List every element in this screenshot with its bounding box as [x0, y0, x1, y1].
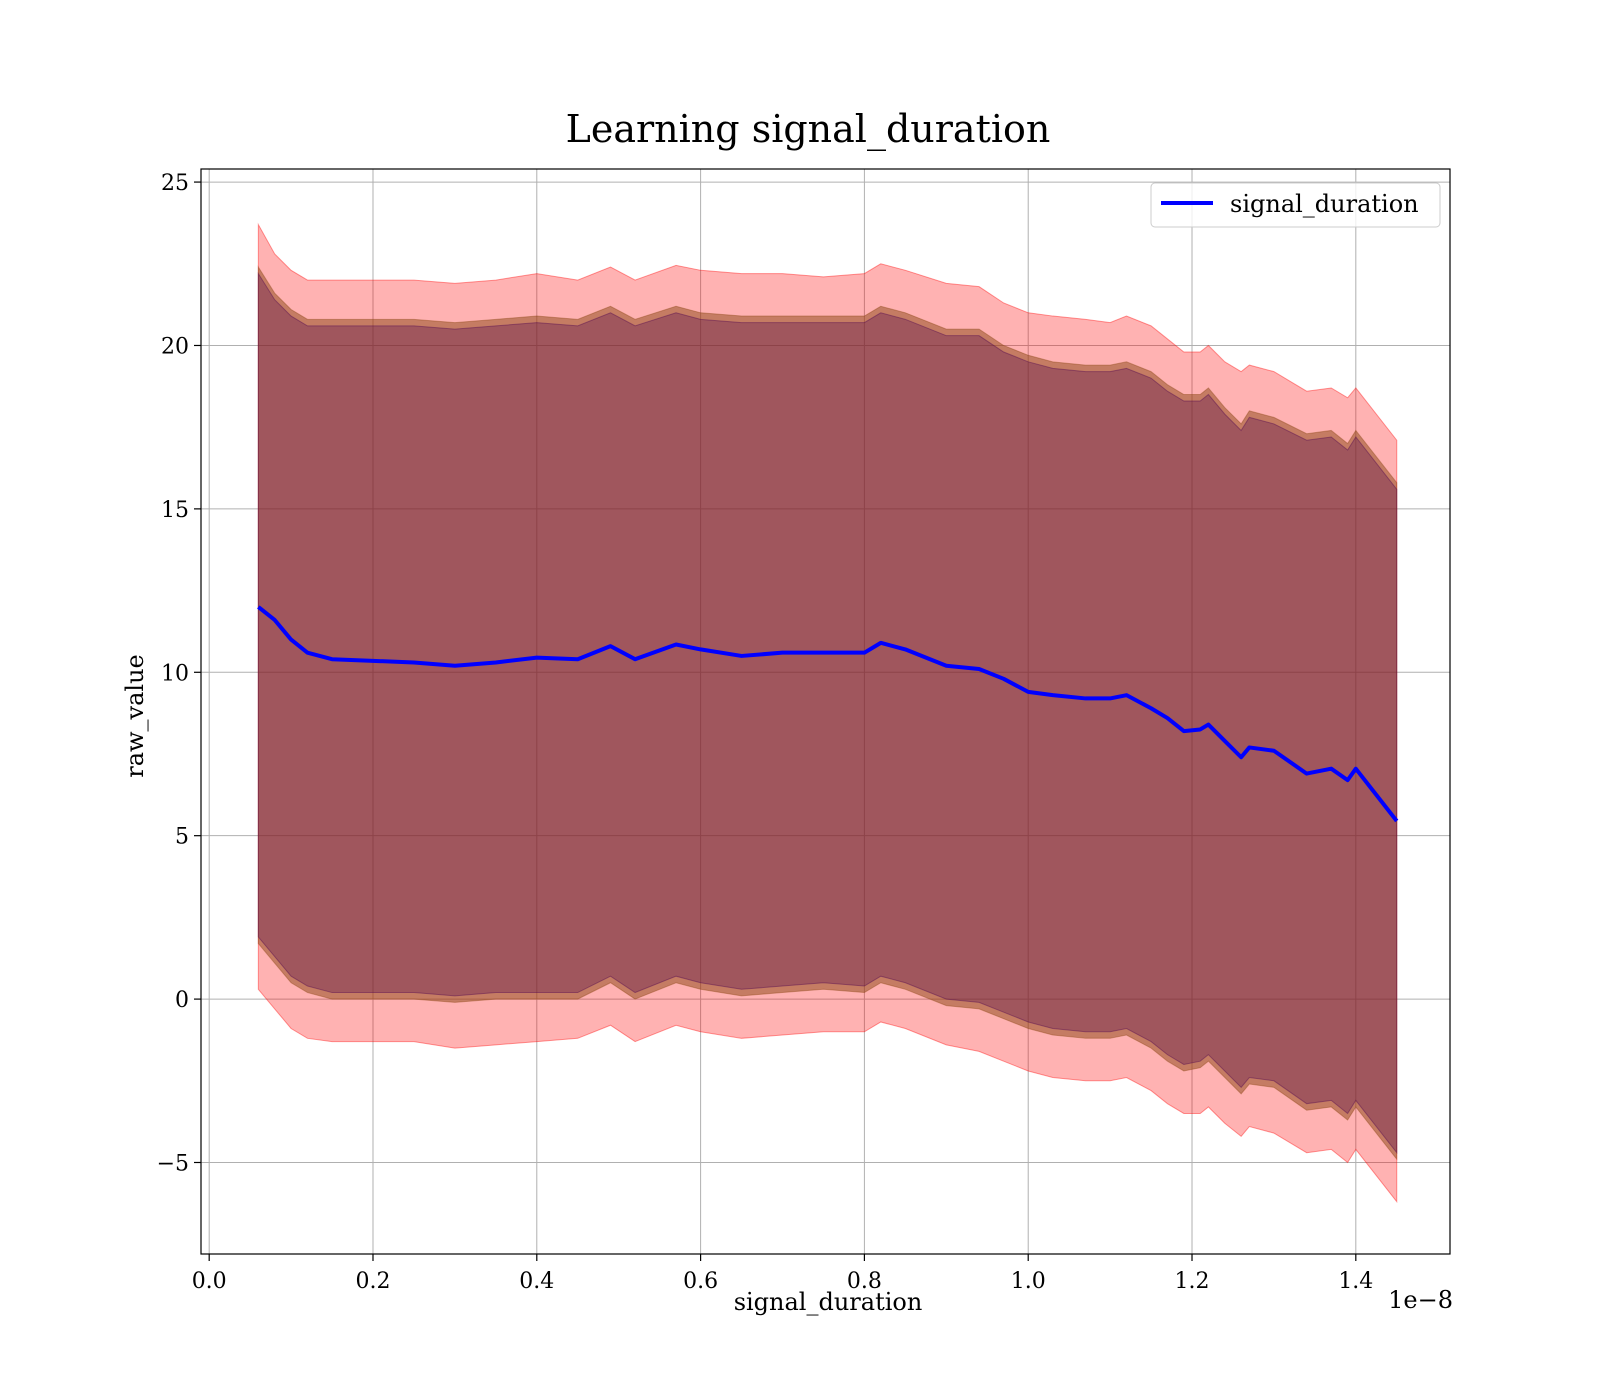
y-tick-label: 25: [161, 171, 189, 196]
y-tick-label: 10: [161, 661, 189, 686]
legend-label: signal_duration: [1230, 190, 1419, 218]
x-axis-label: signal_duration: [734, 1288, 923, 1316]
x-tick-label: 0.0: [192, 1269, 227, 1294]
band-inner: [257, 271, 1398, 1155]
y-tick-label: 20: [161, 334, 189, 359]
legend-box: [1150, 182, 1441, 228]
x-tick-label: 1.0: [1011, 1269, 1046, 1294]
x-tick-label: 1.4: [1338, 1269, 1373, 1294]
uncertainty-bands: [257, 222, 1398, 1204]
y-axis-ticks: −5 0 5 10 15 20 25: [157, 171, 201, 1176]
y-tick-label: 0: [175, 988, 189, 1013]
legend: signal_duration: [1150, 182, 1441, 228]
y-tick-label: 5: [175, 825, 189, 850]
y-tick-label: 15: [161, 498, 189, 523]
x-tick-label: 0.8: [847, 1269, 882, 1294]
x-tick-label: 0.2: [355, 1269, 390, 1294]
x-tick-label: 1.2: [1175, 1269, 1210, 1294]
series-lines: [257, 605, 1399, 823]
axes-frame: [200, 168, 1451, 1255]
x-tick-label: 0.4: [519, 1269, 554, 1294]
x-tick-label: 0.6: [683, 1269, 718, 1294]
series-line-signal_duration: [257, 605, 1399, 823]
plot-area: 0.0 0.2 0.4 0.6 0.8 1.0 1.2 1.4 −5 0 5 10 15 20 25: [157, 168, 1451, 1294]
x-axis-offset-text: 1e−8: [1388, 1286, 1453, 1314]
x-axis-ticks: 0.0 0.2 0.4 0.6 0.8 1.0 1.2 1.4: [192, 1254, 1373, 1294]
y-tick-label: −5: [157, 1151, 189, 1176]
band-middle: [257, 265, 1398, 1161]
chart-title: Learning signal_duration: [566, 107, 1051, 152]
y-axis-label: raw_value: [121, 654, 149, 778]
